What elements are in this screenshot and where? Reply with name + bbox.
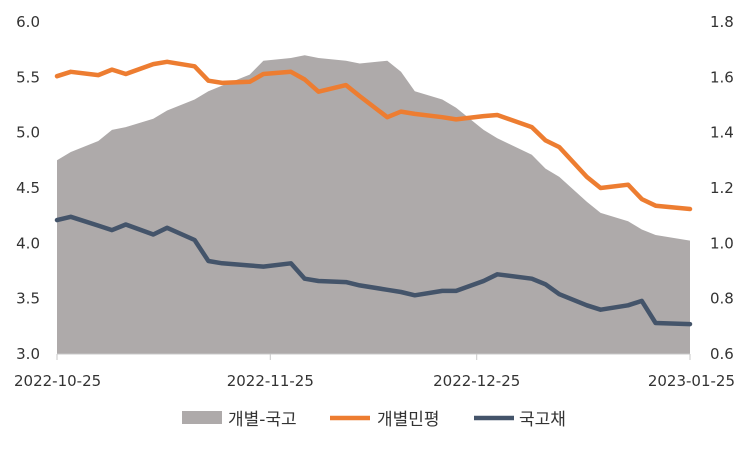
y-right-tick-label: 0.6	[710, 345, 734, 363]
y-right-tick-label: 1.2	[710, 179, 734, 197]
y-left-tick-label: 3.5	[16, 290, 40, 308]
x-tick-label: 2022-10-25	[14, 372, 101, 390]
y-left-tick-label: 4.0	[16, 234, 40, 252]
y-right-tick-label: 1.4	[710, 124, 734, 142]
y-left-tick-label: 5.0	[16, 124, 40, 142]
label-layer: 2022-10-25 2022-11-25 2022-12-25 2023-01-25…	[14, 13, 735, 390]
legend-label: 개별민평	[377, 410, 440, 430]
x-tick-label: 2022-11-25	[227, 372, 314, 390]
line-series-2	[54, 214, 693, 327]
legend-swatch-area	[182, 411, 222, 424]
line-series-1	[54, 59, 693, 212]
y-left-tick-label: 5.5	[16, 68, 40, 86]
y-left-tick-label: 3.0	[16, 345, 40, 363]
y-left-tick-label: 4.5	[16, 179, 40, 197]
y-right-tick-label: 1.8	[710, 13, 734, 31]
legend-label: 개별-국고	[228, 410, 297, 430]
y-right-tick-label: 1.0	[710, 234, 734, 252]
line-layer	[54, 59, 693, 327]
x-tick-label: 2022-12-25	[433, 372, 520, 390]
y-right-tick-label: 1.6	[710, 68, 734, 86]
x-tick-label: 2023-01-25	[648, 372, 735, 390]
legend: 개별-국고 개별민평 국고채	[182, 410, 566, 430]
y-right-tick-label: 0.8	[710, 290, 734, 308]
y-left-tick-label: 6.0	[16, 13, 40, 31]
axis-layer	[56, 353, 691, 360]
legend-label: 국고채	[519, 410, 566, 430]
